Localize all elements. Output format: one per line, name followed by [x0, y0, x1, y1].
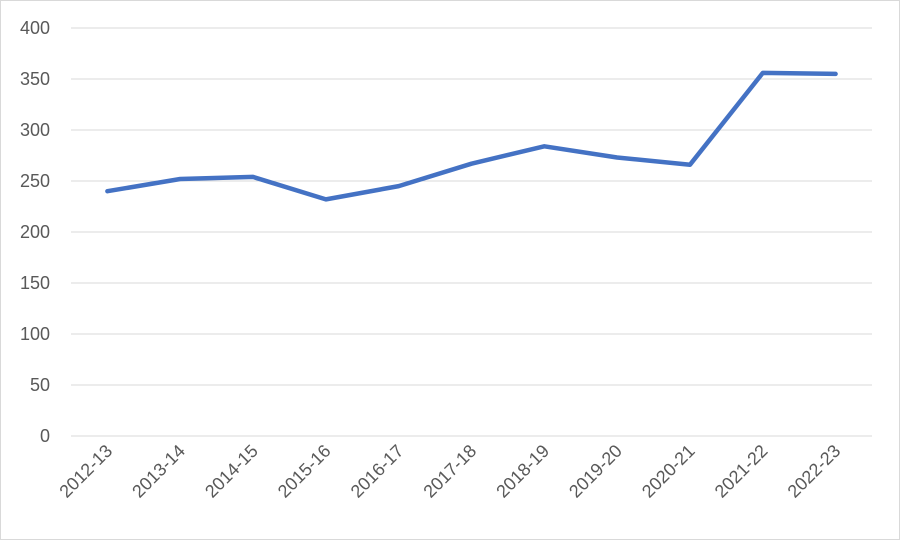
y-tick-label: 400	[20, 18, 50, 38]
x-tick-label: 2012-13	[55, 441, 116, 502]
y-tick-label: 350	[20, 69, 50, 89]
y-tick-label: 200	[20, 222, 50, 242]
x-axis-tick-labels: 2012-13 2013-14 2014-15 2015-16 2016-17 2017-…	[55, 441, 844, 502]
series-line	[105, 70, 838, 202]
y-tick-label: 0	[40, 426, 50, 446]
x-tick-label: 2016-17	[347, 441, 408, 502]
x-tick-label: 2018-19	[492, 441, 553, 502]
y-tick-label: 150	[20, 273, 50, 293]
x-tick-label: 2014-15	[201, 441, 262, 502]
x-tick-label: 2020-21	[638, 441, 699, 502]
x-tick-label: 2017-18	[419, 441, 480, 502]
x-tick-label: 2021-22	[711, 441, 772, 502]
x-tick-label: 2022-23	[784, 441, 845, 502]
y-axis-tick-labels: 0 50 100 150 200 250 300 350 400	[20, 18, 50, 446]
y-tick-label: 250	[20, 171, 50, 191]
x-tick-label: 2015-16	[274, 441, 335, 502]
x-tick-label: 2019-20	[565, 441, 626, 502]
x-tick-label: 2013-14	[128, 441, 189, 502]
y-tick-label: 50	[30, 375, 50, 395]
series-lines	[105, 70, 838, 202]
y-tick-label: 100	[20, 324, 50, 344]
gridlines	[71, 27, 872, 437]
y-tick-label: 300	[20, 120, 50, 140]
